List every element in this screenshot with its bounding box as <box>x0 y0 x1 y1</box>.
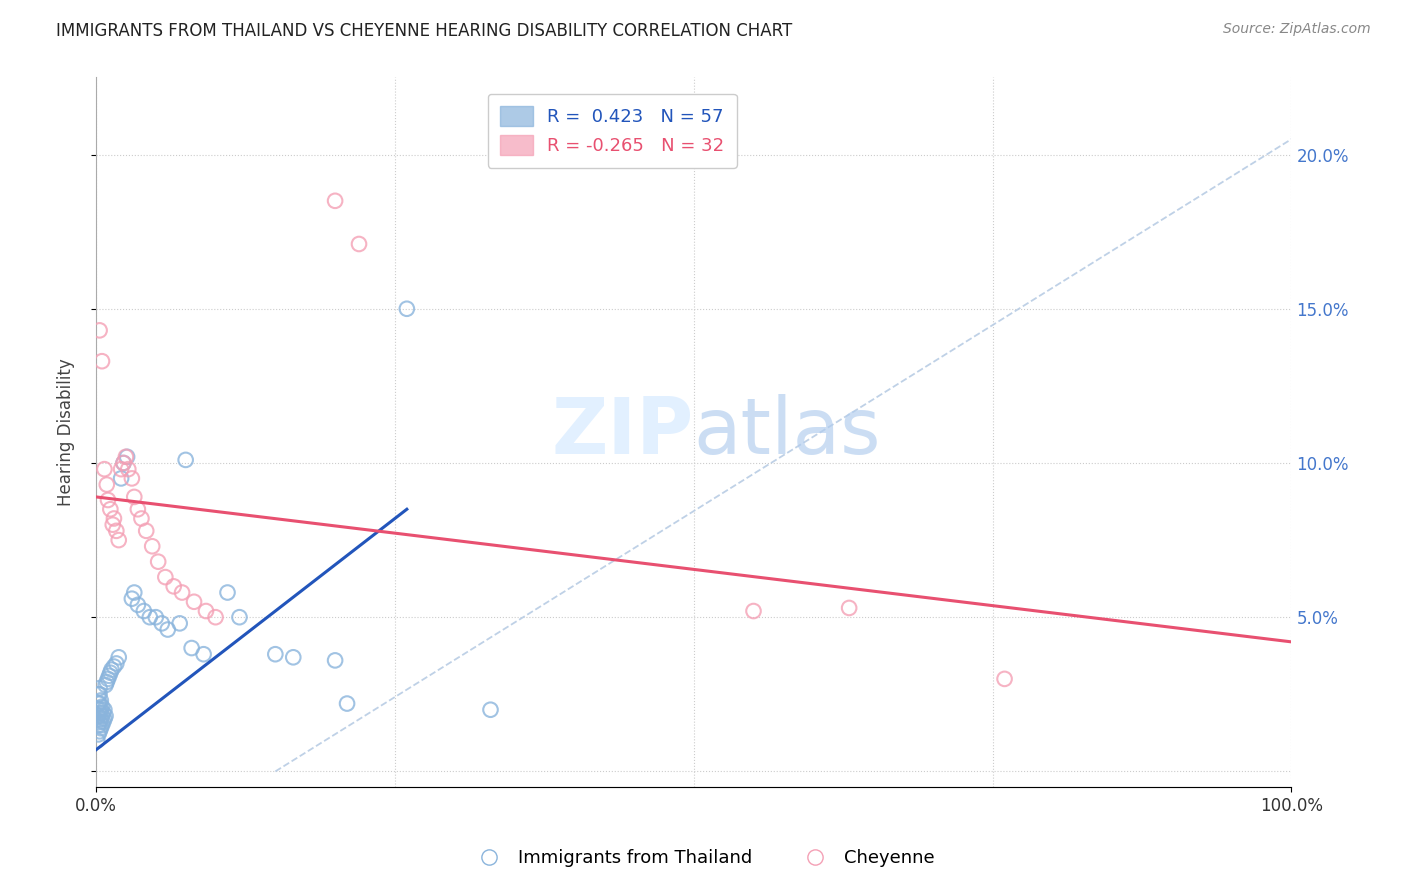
Point <box>323 194 346 208</box>
Point <box>89 697 111 711</box>
Point <box>90 703 112 717</box>
Point <box>96 675 118 690</box>
Point <box>180 641 202 656</box>
Point <box>993 672 1015 686</box>
Point <box>87 697 110 711</box>
Point <box>122 490 145 504</box>
Point <box>91 718 114 732</box>
Point <box>103 659 125 673</box>
Point <box>89 681 111 695</box>
Point <box>87 709 110 723</box>
Point <box>145 610 167 624</box>
Point <box>98 669 121 683</box>
Point <box>107 533 129 547</box>
Point <box>87 687 110 701</box>
Point <box>172 585 194 599</box>
Point <box>148 555 170 569</box>
Point <box>139 610 162 624</box>
Text: ZIP: ZIP <box>551 394 693 470</box>
Point <box>91 354 114 368</box>
Point <box>121 591 143 606</box>
Point <box>132 604 155 618</box>
Point <box>89 687 111 701</box>
Point <box>742 604 765 618</box>
Point <box>127 502 149 516</box>
Point <box>479 703 502 717</box>
Point <box>838 601 860 615</box>
Point <box>89 714 111 729</box>
Point <box>103 511 125 525</box>
Point <box>90 712 112 726</box>
Point <box>156 623 179 637</box>
Point <box>96 477 118 491</box>
Point <box>89 706 111 720</box>
Point <box>395 301 418 316</box>
Point <box>193 647 215 661</box>
Point <box>94 678 117 692</box>
Text: IMMIGRANTS FROM THAILAND VS CHEYENNE HEARING DISABILITY CORRELATION CHART: IMMIGRANTS FROM THAILAND VS CHEYENNE HEA… <box>56 22 793 40</box>
Point <box>107 650 129 665</box>
Point <box>174 453 197 467</box>
Point <box>150 616 173 631</box>
Point <box>115 450 138 464</box>
Point <box>183 595 205 609</box>
Point <box>93 462 115 476</box>
Point <box>105 524 128 538</box>
Point <box>105 657 128 671</box>
Point <box>141 539 163 553</box>
Point <box>264 647 287 661</box>
Point <box>135 524 157 538</box>
Point <box>98 502 121 516</box>
Point <box>93 712 115 726</box>
Point <box>90 693 112 707</box>
Point <box>127 598 149 612</box>
Legend: R =  0.423   N = 57, R = -0.265   N = 32: R = 0.423 N = 57, R = -0.265 N = 32 <box>488 94 737 168</box>
Point <box>163 579 186 593</box>
Point <box>228 610 250 624</box>
Point <box>217 585 239 599</box>
Point <box>87 718 110 732</box>
Legend: Immigrants from Thailand, Cheyenne: Immigrants from Thailand, Cheyenne <box>464 842 942 874</box>
Point <box>110 462 132 476</box>
Point <box>112 456 135 470</box>
Y-axis label: Hearing Disability: Hearing Disability <box>58 359 75 506</box>
Point <box>117 462 139 476</box>
Point <box>91 699 114 714</box>
Point <box>97 672 120 686</box>
Point <box>91 709 114 723</box>
Point <box>89 323 111 337</box>
Point <box>115 450 138 464</box>
Point <box>347 237 370 252</box>
Point <box>86 733 108 747</box>
Point <box>323 653 346 667</box>
Point <box>91 714 114 729</box>
Point <box>87 727 110 741</box>
Text: atlas: atlas <box>693 394 882 470</box>
Text: Source: ZipAtlas.com: Source: ZipAtlas.com <box>1223 22 1371 37</box>
Point <box>101 517 124 532</box>
Point <box>90 721 112 735</box>
Point <box>91 706 114 720</box>
Point <box>93 703 115 717</box>
Point <box>155 570 177 584</box>
Point <box>169 616 191 631</box>
Point <box>98 665 121 680</box>
Point <box>110 471 132 485</box>
Point <box>87 703 110 717</box>
Point <box>122 585 145 599</box>
Point <box>112 456 135 470</box>
Point <box>97 493 120 508</box>
Point <box>89 724 111 739</box>
Point <box>94 709 117 723</box>
Point <box>131 511 153 525</box>
Point <box>283 650 305 665</box>
Point <box>336 697 359 711</box>
Point <box>121 471 143 485</box>
Point <box>100 663 122 677</box>
Point <box>204 610 226 624</box>
Point <box>195 604 218 618</box>
